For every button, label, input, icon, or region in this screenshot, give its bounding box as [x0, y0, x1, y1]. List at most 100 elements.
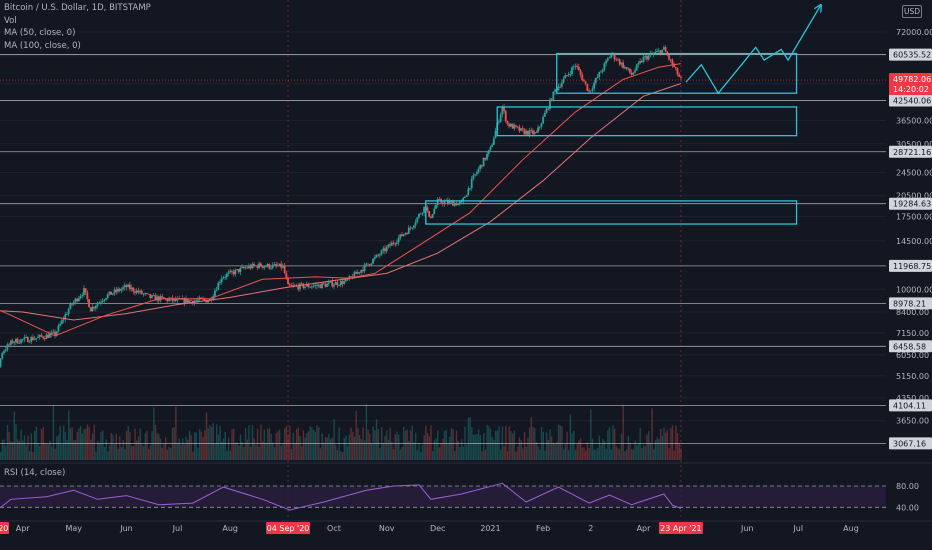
- volume-bar: [292, 432, 294, 460]
- candle-body: [552, 91, 555, 101]
- candle-body: [28, 341, 31, 343]
- rsi-band: [0, 486, 886, 508]
- candle-body: [220, 278, 223, 283]
- level-badge: [889, 94, 932, 107]
- volume-bar: [54, 448, 56, 460]
- volume-bar: [108, 445, 111, 460]
- volume-bar: [151, 430, 153, 460]
- candle-body: [373, 257, 376, 259]
- volume-bar: [438, 447, 441, 460]
- volume-bar: [636, 445, 638, 460]
- volume-bar: [350, 427, 352, 460]
- volume-bar: [0, 451, 2, 460]
- date-badge-label: 23 Apr '21: [660, 524, 701, 533]
- candle-body: [280, 263, 283, 268]
- volume-bar: [493, 440, 495, 460]
- candle-body: [30, 337, 33, 342]
- candle-body: [236, 269, 238, 270]
- candle-body: [145, 293, 148, 295]
- volume-bar: [86, 424, 89, 460]
- candle-body: [135, 290, 138, 293]
- volume-bar: [365, 404, 368, 460]
- volume-bar: [585, 450, 587, 460]
- volume-bar: [28, 451, 31, 460]
- candle-body: [321, 283, 323, 289]
- candle-body: [123, 285, 126, 288]
- price-tick-label: 24500.00: [896, 168, 932, 177]
- volume-bar: [302, 430, 305, 460]
- candle-body: [668, 55, 670, 60]
- candle-body: [402, 234, 405, 237]
- volume-bar: [590, 409, 592, 460]
- volume-bar: [307, 431, 310, 460]
- volume-bar: [176, 442, 179, 460]
- volume-bar: [158, 434, 160, 460]
- candle-body: [1, 352, 4, 359]
- price-tick-label: 10000.00: [896, 285, 932, 294]
- price-tick-label: 20500.00: [896, 192, 932, 201]
- candle-body: [353, 272, 356, 279]
- volume-bar: [617, 448, 619, 460]
- volume-bar: [396, 431, 398, 460]
- volume-bar: [503, 445, 505, 460]
- candle-body: [550, 99, 553, 101]
- candle-body: [266, 263, 269, 267]
- volume-bar: [216, 424, 218, 460]
- candle-body: [356, 272, 359, 274]
- candle-body: [618, 59, 621, 65]
- candle-body: [470, 178, 473, 189]
- candle-body: [117, 288, 119, 292]
- candle-body: [312, 285, 315, 287]
- volume-bar: [367, 429, 369, 460]
- candle-body: [344, 279, 347, 282]
- candle-body: [334, 281, 337, 285]
- currency-button[interactable]: USD: [902, 5, 922, 18]
- price-tick-label: 8400.00: [896, 308, 929, 317]
- candle-body: [142, 293, 145, 295]
- candle-body: [475, 172, 478, 175]
- candle-body: [436, 199, 439, 206]
- candle-body: [42, 336, 45, 339]
- volume-bar: [134, 428, 136, 460]
- candle-body: [404, 233, 407, 235]
- candle-body: [54, 331, 56, 336]
- volume-bar: [619, 449, 621, 460]
- volume-bar: [239, 434, 242, 460]
- candle-body: [642, 56, 645, 63]
- volume-bar: [323, 442, 325, 460]
- candle-body: [154, 295, 157, 301]
- volume-bar: [641, 448, 643, 460]
- candle-body: [132, 287, 135, 292]
- volume-bar: [517, 446, 519, 460]
- volume-bar: [440, 443, 442, 460]
- volume-bar: [363, 440, 366, 460]
- date-badge: [266, 522, 311, 534]
- candle-body: [433, 208, 436, 215]
- volume-bar: [290, 448, 293, 460]
- candle-body: [186, 298, 189, 303]
- candle-body: [253, 263, 255, 266]
- candle-body: [261, 266, 264, 268]
- candle-body: [363, 264, 366, 272]
- volume-bar: [588, 448, 590, 460]
- volume-bar: [3, 439, 5, 460]
- time-tick-label: 2: [588, 524, 593, 533]
- volume-bar: [233, 429, 235, 460]
- volume-bar: [353, 436, 356, 460]
- candle-body: [338, 285, 340, 286]
- candle-body: [382, 248, 385, 251]
- candle-body: [224, 277, 227, 278]
- volume-bar: [336, 449, 339, 460]
- candle-body: [214, 290, 216, 297]
- candle-body: [615, 59, 618, 61]
- candle-body: [511, 123, 514, 129]
- volume-bar: [90, 439, 92, 460]
- volume-bar: [18, 440, 21, 460]
- candle-body: [183, 298, 186, 304]
- volume-bar: [411, 425, 413, 460]
- volume-bar: [326, 437, 328, 460]
- volume-bar: [460, 439, 463, 460]
- volume-bar: [598, 435, 601, 460]
- volume-bar: [522, 448, 524, 460]
